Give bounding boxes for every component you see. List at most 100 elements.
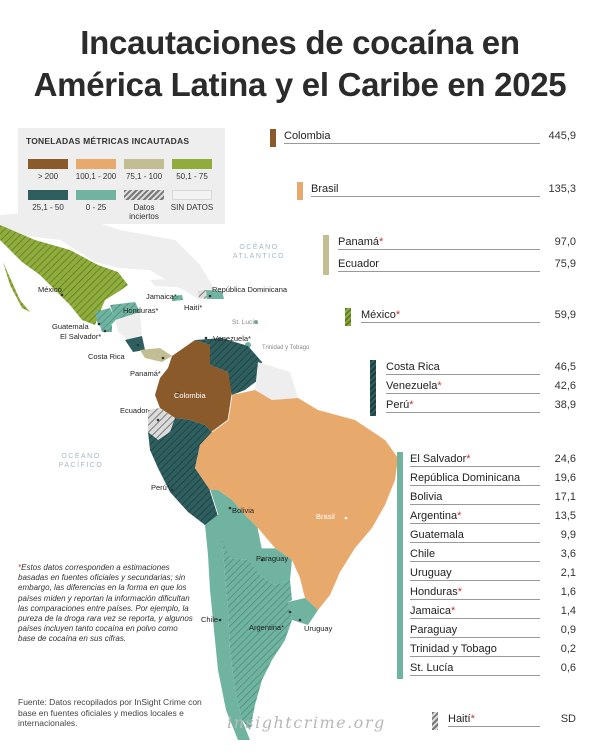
paraguay-shape <box>245 548 292 585</box>
map-label-colombia: Colombia <box>174 391 206 400</box>
ranking-row-label: El Salvador* <box>410 453 471 465</box>
ranking-asterisk: * <box>378 236 384 248</box>
legend-swatch-gt200 <box>28 159 68 169</box>
ranking-row-value: 59,9 <box>554 309 576 321</box>
ranking-row-label: Venezuela* <box>386 380 442 392</box>
city-dots <box>60 293 348 622</box>
ranking-country-name: México <box>361 309 396 321</box>
chile-shape <box>205 515 250 740</box>
ranking-row-line <box>361 322 540 323</box>
ranking-country-name: Guatemala <box>410 529 464 541</box>
el-salvador-shape <box>100 325 112 332</box>
legend-swatch-uncertain <box>124 190 164 200</box>
ranking-country-name: Colombia <box>284 130 331 142</box>
ranking-row-label: St. Lucía <box>410 662 453 674</box>
haiti-shape <box>198 290 207 299</box>
ranking-row-line <box>338 271 540 272</box>
ranking-row-label: Bolivia <box>410 491 442 503</box>
ranking-row-value: 38,9 <box>554 399 576 411</box>
brasil-shape <box>195 390 398 610</box>
ranking-row-value: 75,9 <box>554 258 576 270</box>
ranking-row-label: República Dominicana <box>410 472 520 484</box>
ranking-country-name: Brasil <box>311 183 339 195</box>
ranking-row-value: 2,1 <box>560 567 576 579</box>
ranking-row-line <box>410 504 540 505</box>
ranking-row-line <box>386 412 540 413</box>
usa-shape <box>0 210 215 300</box>
ranking-color-bar <box>345 308 351 326</box>
ranking-row-label: Guatemala <box>410 529 464 541</box>
ranking-row-line <box>410 523 540 524</box>
ranking-asterisk: * <box>437 380 442 392</box>
ranking-color-bar <box>297 182 303 200</box>
title-line-2: América Latina y el Caribe en 2025 <box>33 66 567 103</box>
note-asterisk: * <box>18 563 22 572</box>
legend-swatch-50-75 <box>172 159 212 169</box>
ranking-row-line <box>410 618 540 619</box>
brand-watermark: insightcrime.org <box>227 713 386 732</box>
ranking-row-label: Uruguay <box>410 567 452 579</box>
ranking-row-line <box>284 143 540 144</box>
map-label-argentina: Argentina* <box>249 623 285 632</box>
venezuela-shape <box>195 338 262 395</box>
ranking-color-bar <box>270 129 276 147</box>
ranking-row-value: 42,6 <box>554 380 576 392</box>
ranking-row-line <box>410 599 540 600</box>
ranking-row-label: Brasil <box>311 183 339 195</box>
uruguay-shape <box>288 598 318 625</box>
ranking-country-name: Bolivia <box>410 491 443 503</box>
ranking-country-name: Paraguay <box>410 624 458 636</box>
map-label-paraguay: Paraguay <box>256 554 289 563</box>
legend-label-100-200: 100,1 - 200 <box>75 172 117 181</box>
ranking-row-label: Argentina* <box>410 510 461 522</box>
map-label-st-lucia: St. Lucía <box>232 319 258 326</box>
legend-label-75-100: 75,1 - 100 <box>125 172 163 181</box>
ocean-pacific-label: OCÉANO PACÍFICO <box>58 453 104 469</box>
ranking-row-line <box>410 637 540 638</box>
ranking-row-value: 0,6 <box>560 662 576 674</box>
honduras-shape <box>110 302 140 320</box>
map-label-panama: Panamá* <box>130 369 161 378</box>
note-text: Estos datos corresponden a estimaciones … <box>18 563 193 644</box>
ranking-asterisk: * <box>395 309 401 321</box>
ranking-row-line <box>410 542 540 543</box>
ranking-row-line <box>386 393 540 394</box>
ecuador-shape <box>148 408 175 440</box>
ranking-row-value: 24,6 <box>554 453 576 465</box>
ranking-row-line <box>410 466 540 467</box>
ranking-country-name: Chile <box>410 548 436 560</box>
ranking-country-name: Ecuador <box>338 258 379 270</box>
ranking-asterisk: * <box>409 399 414 411</box>
ranking-row-value: 0,2 <box>560 643 576 655</box>
guyanas-shape <box>255 362 298 400</box>
argentina-shape <box>222 540 292 730</box>
ranking-row-line <box>410 675 540 676</box>
ranking-country-name: Venezuela <box>386 380 438 392</box>
latin-america-map <box>0 210 398 740</box>
legend-label-50-75: 50,1 - 75 <box>176 172 208 181</box>
ranking-row-value: 97,0 <box>554 236 576 248</box>
ranking-color-bar <box>397 452 403 679</box>
ocean-atlantic-label: OCÉANO ATLÁNTICO <box>232 244 286 260</box>
ranking-row-line <box>338 249 540 250</box>
map-label-chile: Chile <box>201 615 219 624</box>
ranking-row-value: 135,3 <box>548 183 576 195</box>
ranking-row-label: Costa Rica <box>386 361 440 373</box>
ranking-country-name: Trinidad y Tobago <box>410 643 497 655</box>
ranking-row-label: Perú* <box>386 399 414 411</box>
map-label-ecuador: Ecuador <box>120 406 148 415</box>
legend-swatch-100-200 <box>76 159 116 169</box>
jamaica-shape <box>172 295 183 301</box>
ranking-row-value: 9,9 <box>560 529 576 541</box>
legend-label-no-data: SIN DATOS <box>170 203 214 212</box>
panama-shape <box>140 348 172 362</box>
ranking-country-name: El Salvador <box>410 453 467 465</box>
colombia-shape <box>155 340 232 432</box>
ranking-asterisk: * <box>466 453 471 465</box>
ranking-color-bar <box>432 712 438 730</box>
peru-shape <box>148 418 218 525</box>
ranking-country-name: Haití <box>448 713 471 725</box>
map-label-uruguay: Uruguay <box>304 624 333 633</box>
ranking-row-label: Jamaica* <box>410 605 455 617</box>
map-label-costa-rica: Costa Rica <box>88 352 125 361</box>
